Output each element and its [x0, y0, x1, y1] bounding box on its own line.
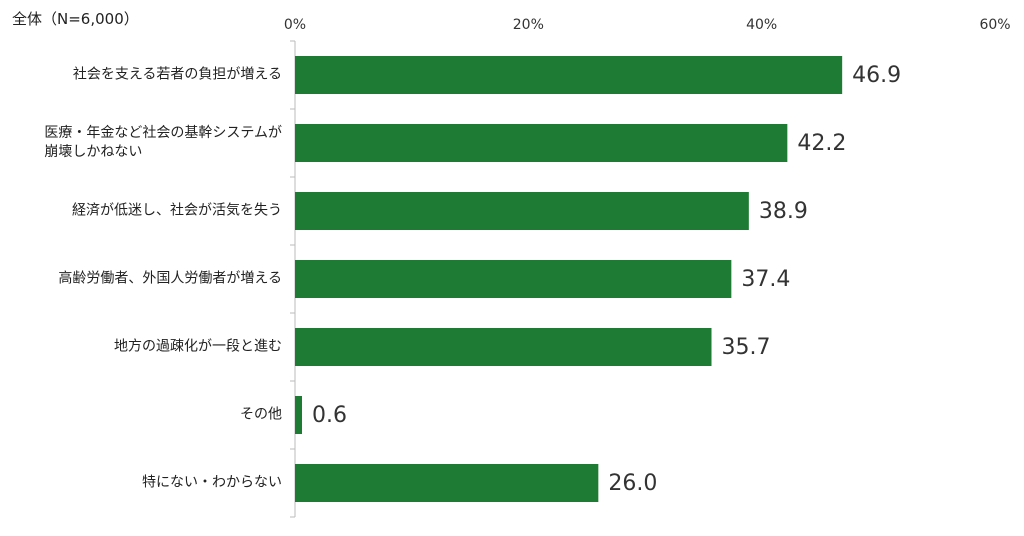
bar	[295, 124, 788, 162]
bar	[295, 464, 599, 502]
bar	[295, 260, 732, 298]
category-label: 経済が低迷し、社会が活気を失う	[72, 202, 282, 219]
category-label: 社会を支える若者の負担が増える	[72, 66, 282, 83]
value-label: 42.2	[797, 131, 846, 156]
bar	[295, 56, 843, 94]
value-label: 35.7	[722, 335, 771, 360]
x-tick-label: 20%	[513, 17, 544, 33]
bar	[295, 328, 712, 366]
value-label: 0.6	[312, 403, 347, 428]
category-label: 医療・年金など社会の基幹システムが 崩壊しかねない	[44, 125, 282, 160]
category-label: その他	[240, 406, 282, 423]
category-label: 特にない・わからない	[142, 474, 282, 491]
x-tick-label: 0%	[284, 17, 306, 33]
value-label: 46.9	[852, 63, 901, 88]
value-label: 37.4	[741, 267, 790, 292]
x-tick-label: 40%	[746, 17, 777, 33]
bar	[295, 192, 749, 230]
bar	[295, 396, 302, 434]
value-label: 38.9	[759, 199, 808, 224]
value-label: 26.0	[608, 471, 657, 496]
category-label: 地方の過疎化が一段と進む	[114, 338, 282, 355]
category-label: 高齢労働者、外国人労働者が増える	[58, 270, 282, 287]
chart-title: 全体（N=6,000）	[12, 10, 139, 28]
x-tick-label: 60%	[979, 17, 1010, 33]
